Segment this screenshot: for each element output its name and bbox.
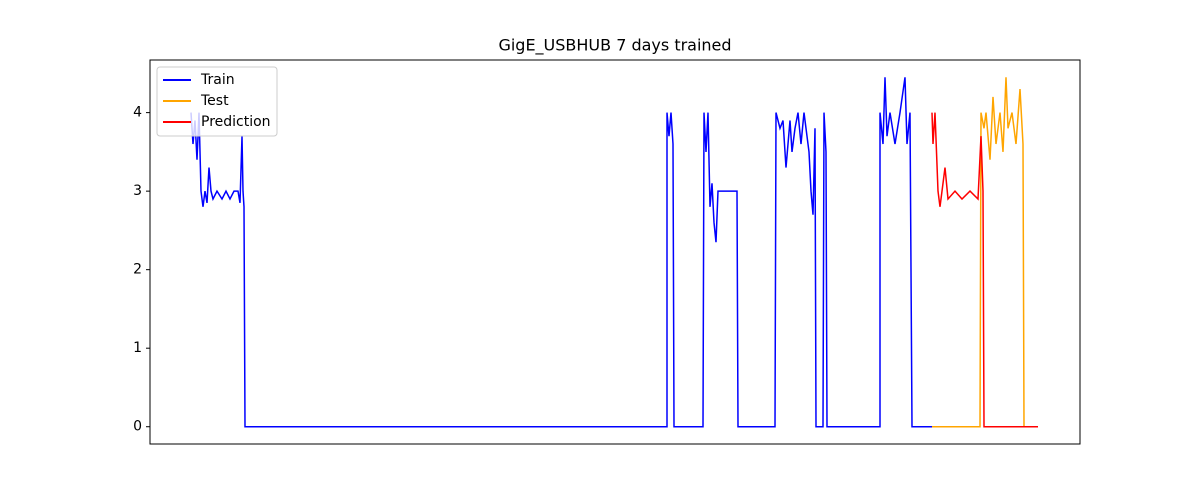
y-tick-label: 1	[133, 340, 142, 356]
y-tick-label: 0	[133, 419, 142, 435]
legend-label: Test	[200, 93, 229, 109]
y-tick-label: 2	[133, 262, 142, 278]
chart-title: GigE_USBHUB 7 days trained	[498, 36, 731, 56]
legend-box	[156, 66, 278, 137]
legend-label: Train	[200, 72, 235, 88]
legend-label: Prediction	[201, 114, 271, 130]
y-tick-label: 3	[133, 183, 142, 199]
line-series	[932, 77, 1025, 428]
plot-frame	[149, 59, 1081, 445]
y-tick-label: 4	[133, 105, 142, 121]
line-series	[190, 77, 932, 428]
line-series	[931, 112, 1038, 428]
